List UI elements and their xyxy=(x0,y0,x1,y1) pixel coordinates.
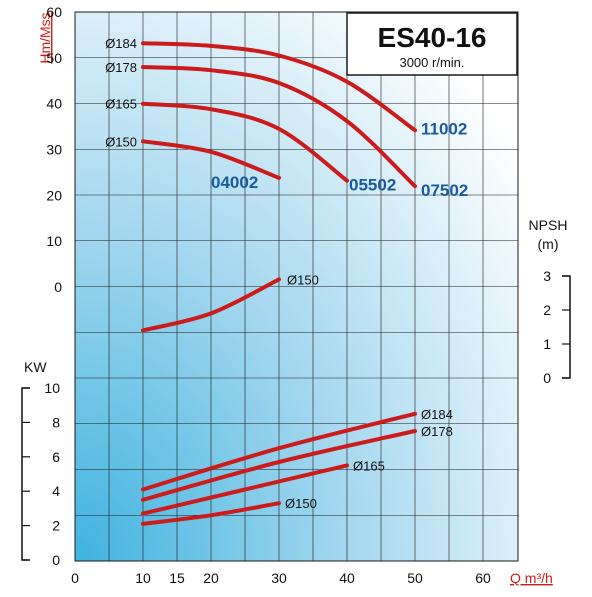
x-tick-label: 15 xyxy=(169,570,185,586)
head-curve xyxy=(141,139,281,180)
npsh-scale-bracket xyxy=(562,275,571,379)
head-tick-label: 50 xyxy=(46,50,62,66)
curve-labels: Ø184 11002 Ø178 07502 Ø165 05502 Ø150 04002 Ø150… xyxy=(105,36,468,511)
head-diameter-label: Ø178 xyxy=(105,60,137,75)
power-curve xyxy=(141,411,417,492)
head-tick-label: 0 xyxy=(54,279,62,295)
x-axis-label: Q m³/h xyxy=(510,570,553,586)
power-diameter-label: Ø165 xyxy=(353,458,385,473)
x-tick-label: 20 xyxy=(203,570,219,586)
power-tick-label: 10 xyxy=(44,380,60,396)
npsh-tick-label: 1 xyxy=(543,336,551,352)
curves xyxy=(141,41,417,526)
title-box xyxy=(346,12,518,76)
x-tick-label: 60 xyxy=(475,570,491,586)
npsh-curve xyxy=(141,277,281,333)
npsh-axis-unit: (m) xyxy=(538,236,559,252)
power-tick-label: 0 xyxy=(52,552,60,568)
head-tick-label: 30 xyxy=(46,142,62,158)
power-tick-label: 4 xyxy=(52,483,60,499)
power-diameter-label: Ø150 xyxy=(285,496,317,511)
chart-subtitle: 3000 r/min. xyxy=(399,55,464,70)
head-tick-label: 40 xyxy=(46,96,62,112)
power-axis-label: KW xyxy=(24,359,47,375)
npsh-tick-label: 0 xyxy=(543,370,551,386)
x-tick-label: 10 xyxy=(135,570,151,586)
head-diameter-label: Ø165 xyxy=(105,97,137,112)
power-diameter-label: Ø178 xyxy=(421,424,453,439)
x-tick-label: 40 xyxy=(339,570,355,586)
power-tick-label: 6 xyxy=(52,449,60,465)
head-curve xyxy=(141,65,417,189)
head-curve xyxy=(141,101,349,183)
power-curve xyxy=(141,463,349,516)
head-axis-label: Hm/Mss xyxy=(37,12,53,63)
power-tick-label: 2 xyxy=(52,518,60,534)
head-diameter-label: Ø150 xyxy=(105,134,137,149)
head-diameter-label: Ø184 xyxy=(105,36,137,51)
npsh-axis-label: NPSH xyxy=(529,217,568,233)
x-tick-label: 30 xyxy=(271,570,287,586)
tick-labels: 0 10 15 20 30 40 50 60 0 10 20 30 40 50 60 0 2 4 6 8 10 0 1 2 3 xyxy=(22,4,570,586)
power-scale-bracket xyxy=(21,387,30,561)
head-curve xyxy=(141,41,417,133)
x-tick-label: 0 xyxy=(71,570,79,586)
npsh-diameter-label: Ø150 xyxy=(287,272,319,287)
plot-frame xyxy=(74,11,519,562)
chart-title: ES40-16 xyxy=(378,22,487,53)
power-tick-label: 8 xyxy=(52,414,60,430)
model-label: 05502 xyxy=(349,176,396,195)
head-tick-label: 10 xyxy=(46,233,62,249)
power-curve xyxy=(141,501,281,526)
model-label: 04002 xyxy=(211,173,258,192)
head-tick-label: 60 xyxy=(46,4,62,20)
power-curve xyxy=(141,429,417,502)
head-tick-label: 20 xyxy=(46,187,62,203)
power-diameter-label: Ø184 xyxy=(421,407,453,422)
model-label: 07502 xyxy=(421,181,468,200)
model-label: 11002 xyxy=(421,119,467,138)
npsh-tick-label: 3 xyxy=(543,268,551,284)
npsh-tick-label: 2 xyxy=(543,302,551,318)
x-tick-label: 50 xyxy=(407,570,423,586)
